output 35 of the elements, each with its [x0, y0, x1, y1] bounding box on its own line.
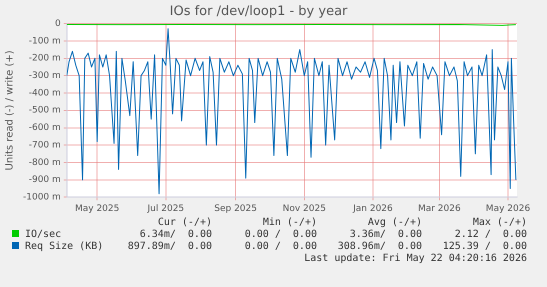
text: 125.39 / 0.00 — [442, 241, 527, 253]
y-tick-label: -700 m — [28, 140, 61, 150]
x-tick-label: Jan 2026 — [352, 204, 394, 214]
x-tick-label: Sep 2025 — [214, 204, 257, 214]
y-tick-label: -300 m — [28, 71, 61, 82]
text: 0.00 / 0.00 — [244, 241, 317, 253]
y-tick-label: -400 m — [28, 88, 61, 98]
y-tick-label: -600 m — [28, 123, 61, 134]
legend-label: Req Size (KB) — [24, 241, 104, 253]
x-tick-label: Nov 2025 — [282, 204, 326, 214]
y-tick-label: -100 m — [28, 36, 61, 46]
y-tick-label: 0 — [55, 18, 62, 29]
chart-title: IOs for /dev/loop1 - by year — [170, 4, 348, 20]
x-tick-label: May 2025 — [74, 204, 120, 214]
text: Max (-/+) — [472, 217, 527, 229]
text: Avg (-/+) — [366, 217, 422, 229]
x-tick-label: May 2026 — [486, 204, 530, 214]
text: 2.12 / 0.00 — [454, 229, 527, 241]
text: 897.89m/ 0.00 — [126, 241, 212, 253]
x-tick-label: Mar 2026 — [418, 204, 461, 214]
x-tick-label: Jul 2025 — [146, 204, 184, 214]
y-tick-label: -500 m — [28, 106, 61, 116]
y-tick-label: -900 m — [28, 175, 61, 186]
text: Min (-/+) — [262, 217, 317, 229]
text: Cur (-/+) — [156, 217, 212, 229]
text: 6.34m/ 0.00 — [138, 229, 212, 241]
legend-label: IO/sec — [24, 229, 62, 241]
y-tick-label: -1000 m — [23, 192, 61, 203]
text: 308.96m/ 0.00 — [336, 241, 422, 253]
y-axis-title: Units read (-) / write (+) — [4, 50, 16, 170]
text: 0.00 / 0.00 — [244, 229, 317, 241]
text: 3.36m/ 0.00 — [348, 229, 422, 241]
text: Last update: Fri May 22 04:20:16 2026 — [303, 253, 527, 265]
y-tick-label: -200 m — [28, 54, 61, 64]
y-tick-label: -800 m — [28, 158, 61, 168]
